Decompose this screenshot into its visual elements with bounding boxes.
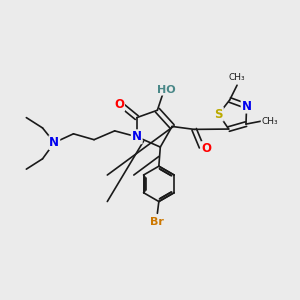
Text: O: O [202, 142, 212, 155]
Text: S: S [214, 108, 223, 121]
Text: CH₃: CH₃ [229, 74, 245, 82]
Text: CH₃: CH₃ [261, 117, 278, 126]
Text: Br: Br [150, 217, 164, 226]
Text: O: O [114, 98, 124, 111]
Text: N: N [132, 130, 142, 143]
Text: HO: HO [157, 85, 176, 94]
Text: N: N [49, 136, 59, 149]
Text: N: N [242, 100, 252, 112]
